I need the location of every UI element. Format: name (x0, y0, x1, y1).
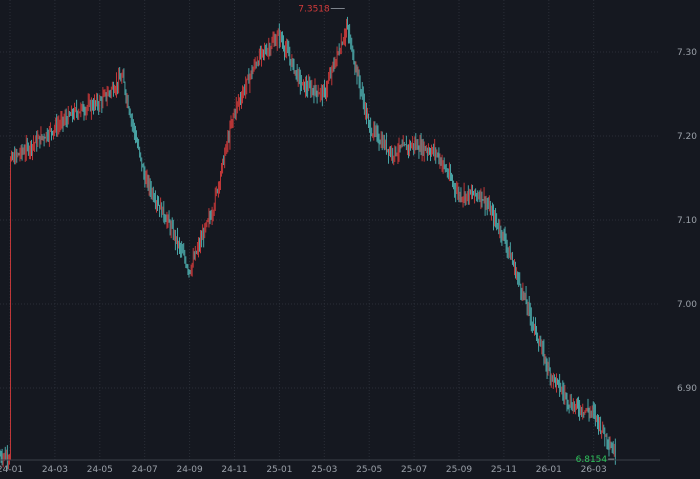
x-tick-label: 26-01 (536, 465, 562, 475)
x-tick-label: 25-05 (356, 465, 382, 475)
y-tick-label: 6.90 (677, 384, 697, 394)
grid (0, 0, 660, 460)
annotations: 7.3518 6.8154 (298, 4, 615, 465)
y-tick-label: 7.30 (677, 48, 697, 58)
x-tick-label: 24-07 (132, 465, 158, 475)
x-tick-label: 25-07 (401, 465, 427, 475)
x-tick-label: 24-09 (177, 465, 203, 475)
low-annotation-label: 6.8154 (576, 455, 608, 465)
x-tick-label: 25-11 (491, 465, 517, 475)
high-annotation-label: 7.3518 (298, 4, 330, 14)
y-tick-label: 7.00 (677, 300, 697, 310)
x-tick-label: 26-03 (581, 465, 607, 475)
x-tick-label: 24-11 (221, 465, 247, 475)
x-tick-label: 25-01 (266, 465, 292, 475)
y-tick-label: 7.20 (677, 132, 697, 142)
x-tick-label: 25-09 (446, 465, 472, 475)
x-tick-label: 24-01 (0, 465, 23, 475)
x-tick-label: 24-03 (42, 465, 68, 475)
y-axis: 7.30 7.20 7.10 7.00 6.90 (677, 48, 697, 394)
candles (0, 16, 616, 470)
x-tick-label: 24-05 (87, 465, 113, 475)
y-tick-label: 7.10 (677, 216, 697, 226)
x-tick-label: 25-03 (311, 465, 337, 475)
x-axis: 24-01 24-03 24-05 24-07 24-09 24-11 25-01 25-03… (0, 459, 660, 475)
